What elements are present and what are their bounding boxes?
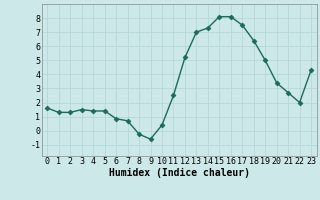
X-axis label: Humidex (Indice chaleur): Humidex (Indice chaleur)	[109, 168, 250, 178]
